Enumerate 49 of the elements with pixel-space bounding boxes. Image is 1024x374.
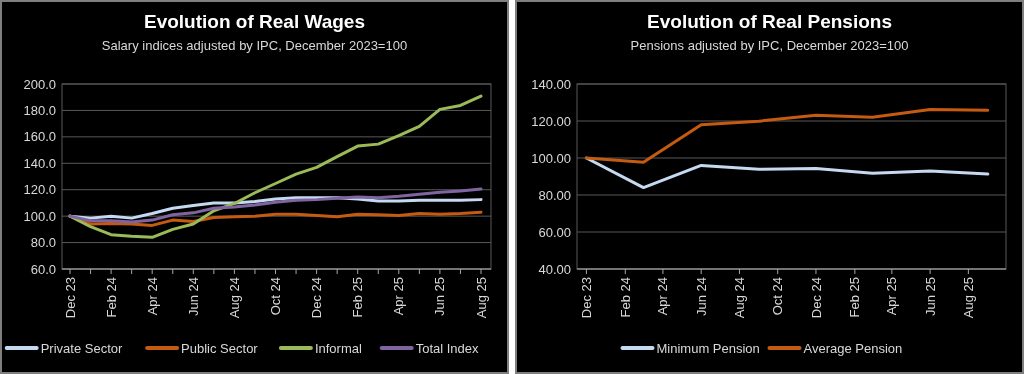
y-tick-label: 120.00 bbox=[531, 113, 571, 129]
line-series bbox=[68, 94, 483, 239]
x-tick-label: Apr 25 bbox=[391, 277, 407, 316]
x-tick-label: Feb 25 bbox=[350, 277, 366, 318]
x-tick-label: Dec 23 bbox=[62, 277, 78, 319]
legend-label: Average Pension bbox=[803, 340, 903, 356]
y-tick-label: 140.0 bbox=[23, 155, 56, 171]
x-tick-label: Dec 24 bbox=[309, 277, 325, 319]
chart-title: Evolution of Real Wages bbox=[144, 11, 365, 32]
x-tick-label: Feb 25 bbox=[847, 277, 863, 318]
x-tick-label: Aug 25 bbox=[473, 277, 489, 319]
x-tick-label: Oct 24 bbox=[770, 277, 786, 316]
y-tick-label: 160.0 bbox=[23, 129, 56, 145]
x-tick-label: Jun 24 bbox=[185, 277, 201, 317]
y-tick-label: 80.0 bbox=[30, 235, 56, 251]
x-tick-label: Jun 25 bbox=[922, 277, 938, 317]
y-tick-label: 60.0 bbox=[30, 261, 56, 277]
x-tick-label: Apr 24 bbox=[144, 277, 160, 316]
y-tick-label: 100.0 bbox=[23, 208, 56, 224]
y-tick-label: 80.00 bbox=[538, 187, 571, 203]
legend-label: Informal bbox=[314, 340, 362, 356]
x-tick-label: Jun 25 bbox=[432, 277, 448, 317]
legend-label: Minimum Pension bbox=[656, 340, 760, 356]
y-tick-label: 120.0 bbox=[23, 182, 56, 198]
y-tick-label: 100.00 bbox=[531, 150, 571, 166]
legend-label: Total Index bbox=[415, 340, 480, 356]
line-series bbox=[584, 108, 990, 164]
chart-title: Evolution of Real Pensions bbox=[647, 11, 892, 32]
x-tick-label: Oct 24 bbox=[268, 277, 284, 316]
x-tick-label: Feb 24 bbox=[103, 277, 119, 318]
x-tick-label: Dec 23 bbox=[578, 277, 594, 319]
x-tick-label: Apr 25 bbox=[884, 277, 900, 316]
y-tick-label: 180.0 bbox=[23, 102, 56, 118]
chart-subtitle: Pensions adjusted by IPC, December 2023=100 bbox=[630, 38, 909, 53]
x-tick-label: Aug 24 bbox=[226, 277, 242, 319]
x-tick-label: Aug 25 bbox=[960, 277, 976, 319]
y-tick-label: 140.00 bbox=[531, 76, 571, 92]
y-tick-label: 200.0 bbox=[23, 76, 56, 92]
legend-label: Private Sector bbox=[40, 340, 124, 356]
x-tick-label: Feb 24 bbox=[617, 277, 633, 318]
legend-label: Public Sector bbox=[181, 340, 259, 356]
line-series bbox=[68, 187, 483, 224]
x-tick-label: Dec 24 bbox=[808, 277, 824, 319]
x-tick-label: Jun 24 bbox=[693, 277, 709, 317]
y-tick-label: 60.00 bbox=[538, 224, 571, 240]
x-tick-label: Aug 24 bbox=[731, 277, 747, 319]
y-tick-label: 40.00 bbox=[538, 261, 571, 277]
x-tick-label: Apr 24 bbox=[655, 277, 671, 316]
chart-subtitle: Salary indices adjusted by IPC, December 2023=100 bbox=[101, 38, 408, 53]
